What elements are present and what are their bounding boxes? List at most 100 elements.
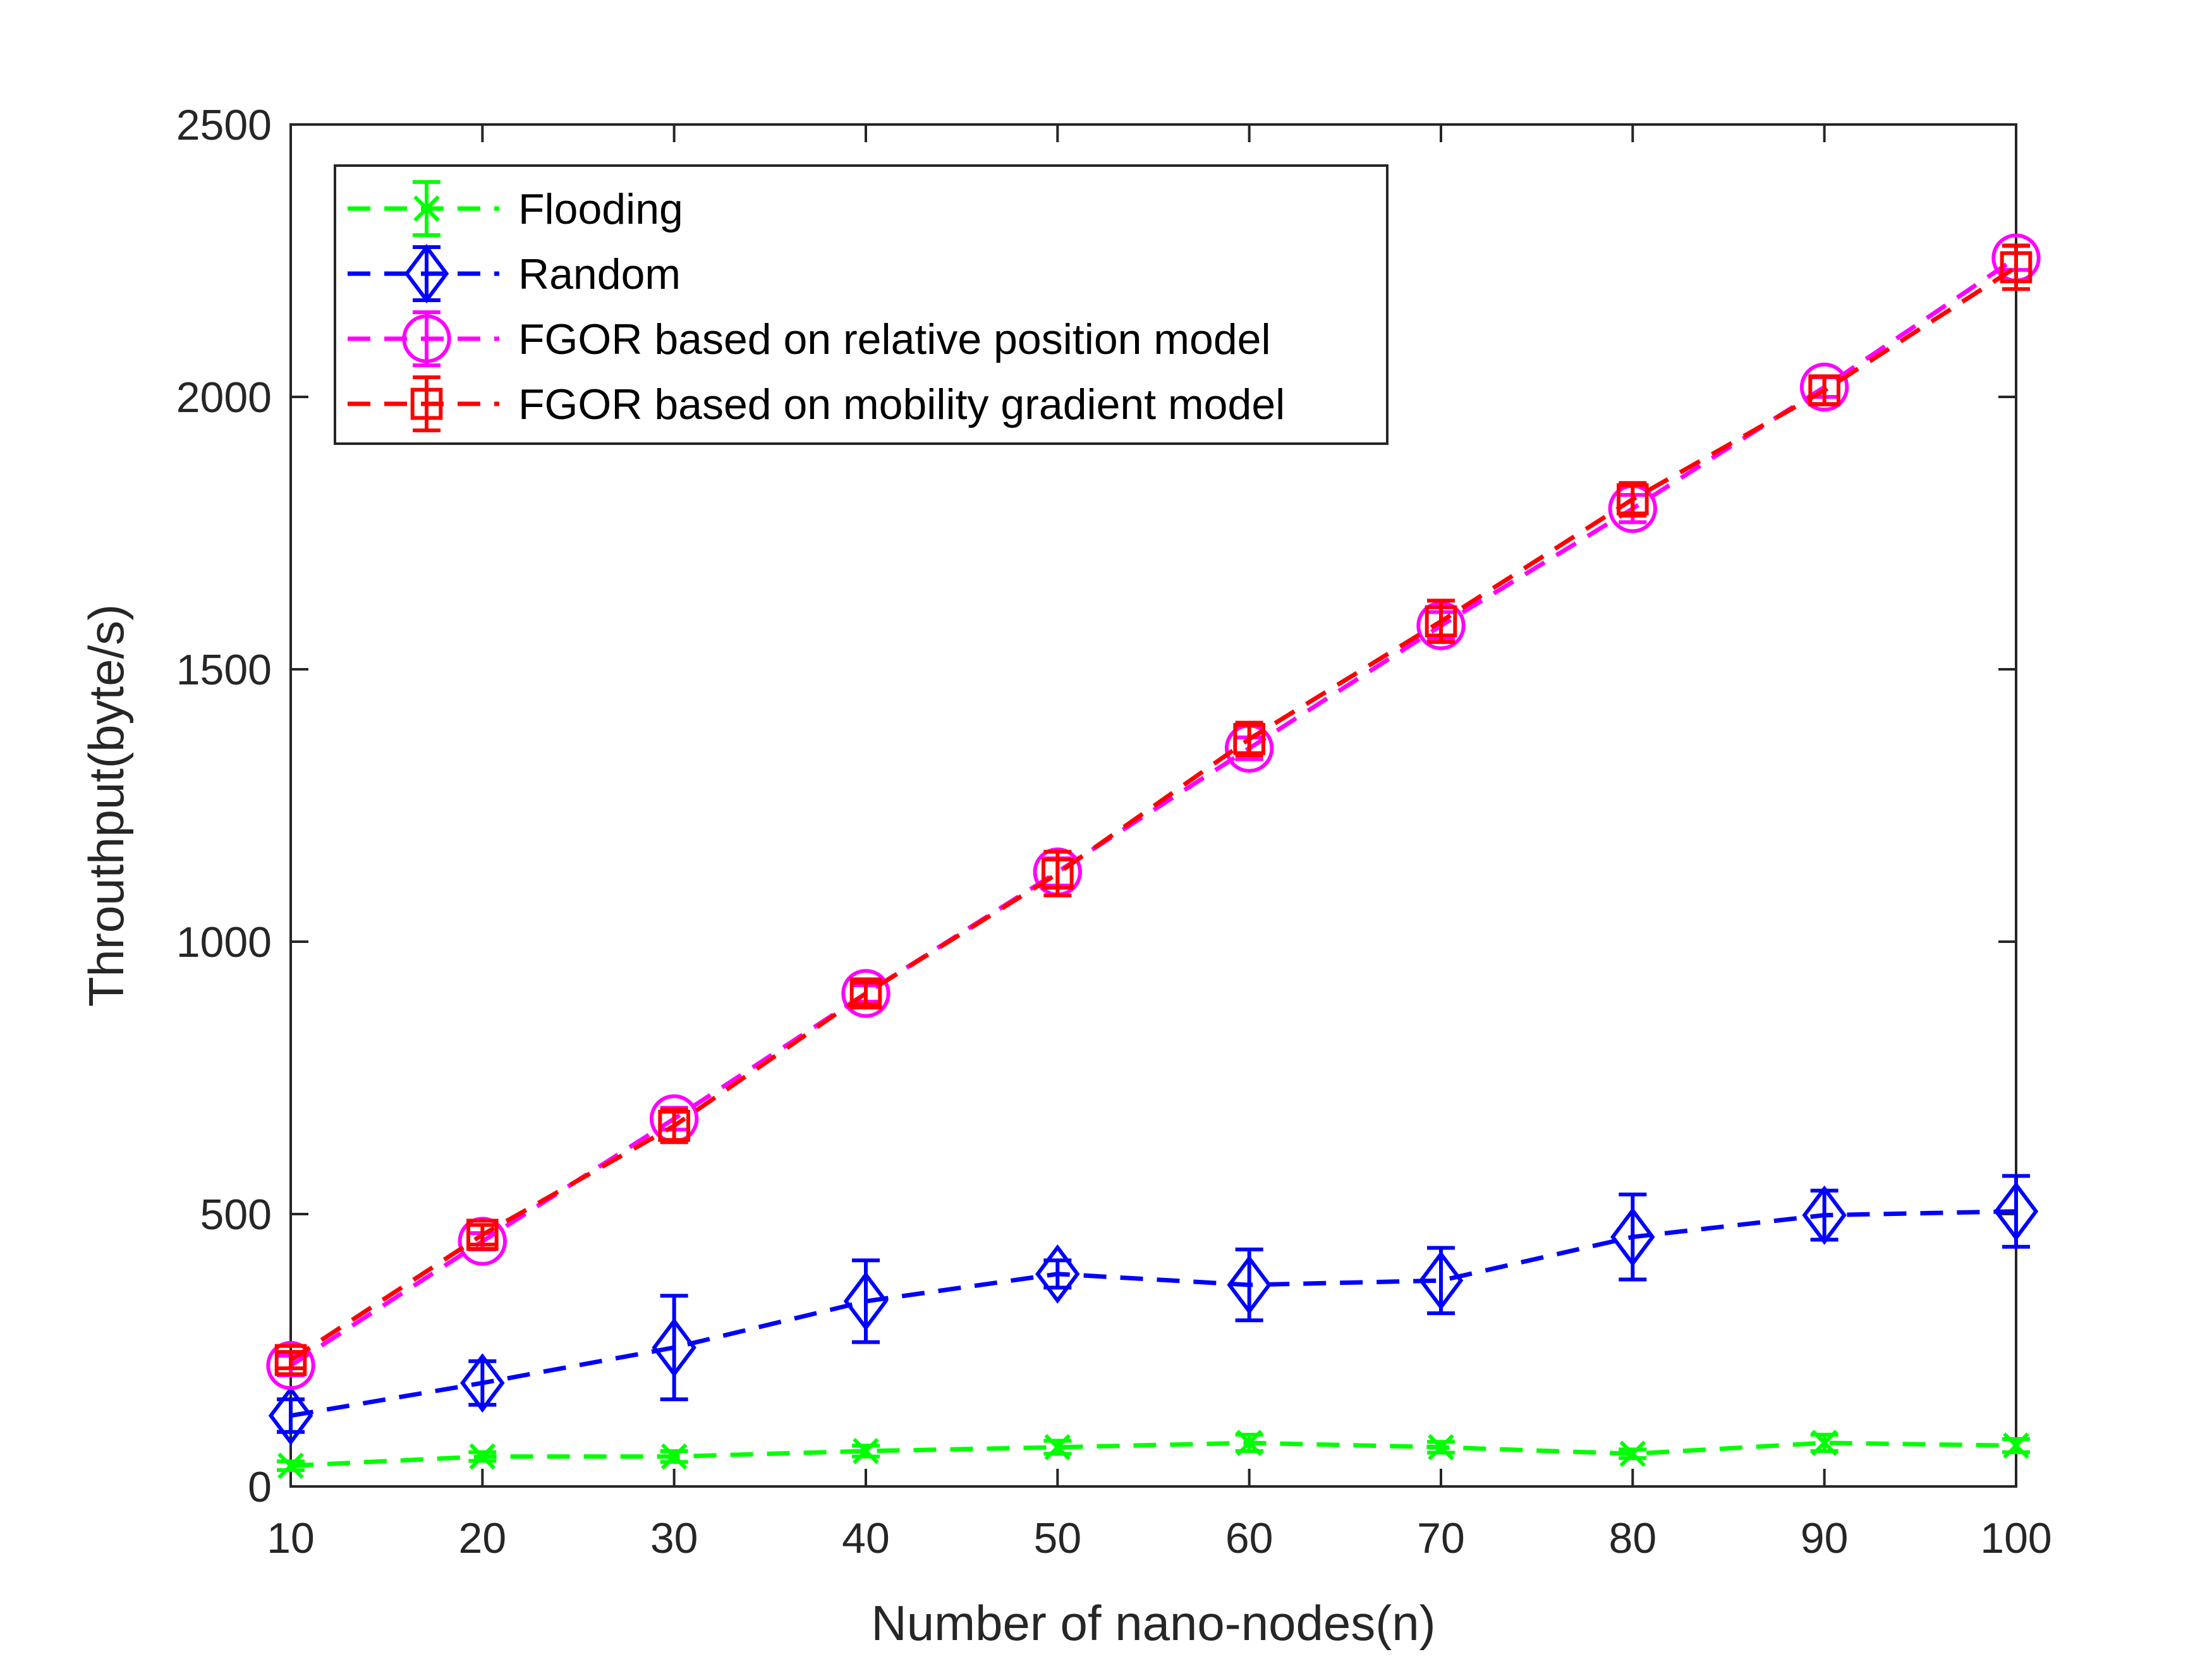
diamond-marker: [1418, 1251, 1464, 1311]
x-marker-stroke: [469, 1443, 496, 1470]
square-marker: [1042, 857, 1074, 890]
x-tick-label: 40: [842, 1514, 890, 1562]
x-marker-stroke: [1044, 1434, 1071, 1461]
data-point: [1425, 599, 1457, 644]
data-point: [1810, 1430, 1838, 1456]
legend-label: FGOR based on mobility gradient model: [518, 380, 1285, 428]
data-point: [1610, 1192, 1655, 1282]
x-tick-label: 80: [1609, 1514, 1657, 1562]
x-marker-stroke: [413, 195, 440, 222]
square-marker: [2000, 251, 2033, 284]
x-tick-label: 60: [1225, 1514, 1273, 1562]
x-marker-stroke: [2003, 1432, 2029, 1459]
data-point: [1235, 1430, 1263, 1456]
data-point: [852, 1438, 880, 1464]
y-tick-label: 2500: [176, 101, 272, 149]
square-marker: [1233, 723, 1265, 755]
data-point: [1619, 1440, 1647, 1468]
legend-label: Flooding: [518, 185, 683, 233]
x-marker-stroke: [277, 1452, 304, 1480]
series-line: [290, 1440, 2017, 1468]
y-tick-label: 0: [248, 1463, 272, 1511]
square-marker: [274, 1344, 307, 1376]
diamond-marker: [1610, 1207, 1655, 1267]
legend-box: [334, 164, 1389, 445]
circle-marker: [266, 1340, 315, 1390]
data-point: [1617, 481, 1649, 518]
data-point: [466, 1218, 499, 1251]
data-point: [1227, 1248, 1272, 1323]
legend-entry: FGOR based on mobility gradient model: [348, 375, 1285, 432]
data-point: [1042, 849, 1074, 897]
square-marker: [849, 977, 882, 1010]
square-marker: [1425, 605, 1457, 638]
series-layer: [266, 233, 2041, 1480]
x-marker-stroke: [660, 1443, 688, 1470]
x-marker-stroke: [1811, 1430, 1838, 1456]
data-point: [277, 1452, 305, 1480]
series-2: [268, 1174, 2039, 1445]
x-marker-stroke: [853, 1438, 879, 1464]
y-tick-label: 2000: [176, 374, 272, 422]
data-point: [268, 1385, 313, 1445]
x-tick-label: 20: [459, 1514, 507, 1562]
legend-label: FGOR based on relative position model: [518, 315, 1271, 363]
data-point: [849, 977, 882, 1010]
circle-marker: [402, 314, 451, 363]
diamond-marker: [843, 1271, 889, 1331]
diamond-marker: [1993, 1181, 2039, 1241]
legend-label: Random: [518, 250, 681, 298]
data-point: [1802, 1185, 1847, 1245]
x-tick-label: 90: [1801, 1514, 1849, 1562]
circle-marker: [1799, 362, 1849, 412]
circle-marker: [841, 969, 890, 1018]
data-point: [1035, 1244, 1080, 1304]
diamond-marker: [460, 1353, 505, 1413]
diamond-marker: [1802, 1185, 1847, 1245]
x-axis-title: Number of nano-nodes(n): [871, 1595, 1435, 1651]
data-point: [1043, 1434, 1072, 1461]
x-tick-label: 100: [1980, 1514, 2051, 1562]
legend-entry: FGOR based on relative position model: [348, 310, 1271, 367]
x-tick-label: 70: [1417, 1514, 1465, 1562]
data-point: [1418, 1246, 1464, 1315]
y-tick-label: 500: [200, 1191, 272, 1239]
x-tick-label: 30: [650, 1514, 698, 1562]
y-axis: 0 500 1000 1500 2000 2500: [176, 101, 2016, 1511]
x-tick-label: 10: [267, 1514, 315, 1562]
data-point: [1993, 1174, 2039, 1249]
x-marker-stroke: [1619, 1440, 1646, 1468]
data-point: [658, 1107, 690, 1145]
legend-entry: Random: [348, 244, 681, 303]
diamond-marker: [652, 1318, 696, 1378]
data-point: [1233, 720, 1265, 758]
y-tick-label: 1500: [176, 646, 272, 694]
data-point: [843, 1258, 889, 1344]
x-tick-label: 50: [1034, 1514, 1082, 1562]
data-point: [1427, 1434, 1455, 1461]
data-point: [2002, 1432, 2030, 1459]
data-point: [2000, 243, 2033, 291]
series-1: [277, 1430, 2030, 1480]
series-4: [274, 243, 2033, 1376]
data-point: [652, 1294, 696, 1402]
diamond-marker: [1035, 1244, 1080, 1304]
square-marker: [1808, 374, 1840, 406]
diamond-marker: [1227, 1255, 1272, 1315]
circle-marker: [458, 1217, 507, 1266]
data-point: [274, 1344, 307, 1376]
square-marker: [410, 387, 443, 420]
y-tick-label: 1000: [176, 918, 272, 966]
x-marker-stroke: [1236, 1430, 1263, 1456]
y-axis-title: Throuthput(byte/s): [78, 604, 134, 1007]
square-marker: [658, 1110, 690, 1142]
x-marker-stroke: [1428, 1434, 1454, 1461]
diamond-marker: [268, 1385, 313, 1445]
legend: Flooding Random FGOR based on relative pos…: [334, 164, 1389, 445]
square-marker: [1617, 483, 1649, 516]
square-marker: [466, 1218, 499, 1251]
x-axis: 10 20 30 40 50 60 70 80 90 100: [267, 125, 2052, 1562]
data-point: [460, 1353, 505, 1413]
data-point: [1808, 374, 1840, 406]
